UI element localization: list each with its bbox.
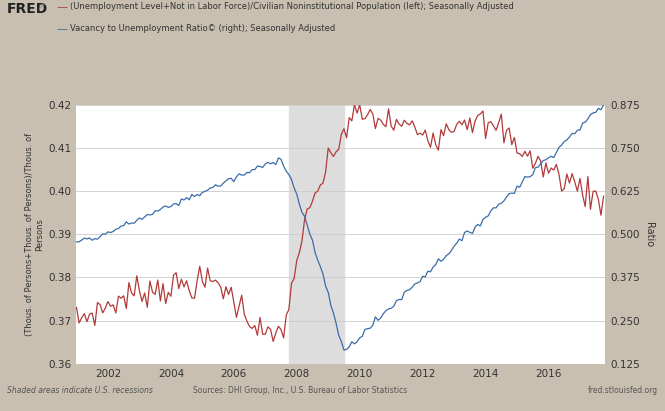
Text: —: — (57, 24, 68, 34)
Text: Vacancy to Unemployment Ratio© (right); Seasonally Adjusted: Vacancy to Unemployment Ratio© (right); … (70, 24, 335, 33)
Text: (Unemployment Level+Not in Labor Force)/Civilian Noninstitutional Population (le: (Unemployment Level+Not in Labor Force)/… (70, 2, 513, 11)
Text: fred.stlouisfed.org: fred.stlouisfed.org (589, 386, 658, 395)
Y-axis label: Ratio: Ratio (644, 222, 654, 247)
Bar (289, 105, 344, 364)
Y-axis label: (Thous. of Persons+Thous. of Persons)/Thous. of
Persons: (Thous. of Persons+Thous. of Persons)/Th… (25, 133, 45, 336)
Text: FRED: FRED (7, 2, 48, 16)
Text: Shaded areas indicate U.S. recessions: Shaded areas indicate U.S. recessions (7, 386, 152, 395)
Text: Sources: DHI Group, Inc., U.S. Bureau of Labor Statistics: Sources: DHI Group, Inc., U.S. Bureau of… (193, 386, 407, 395)
Text: —: — (57, 2, 68, 12)
Text: ↗: ↗ (37, 2, 45, 12)
